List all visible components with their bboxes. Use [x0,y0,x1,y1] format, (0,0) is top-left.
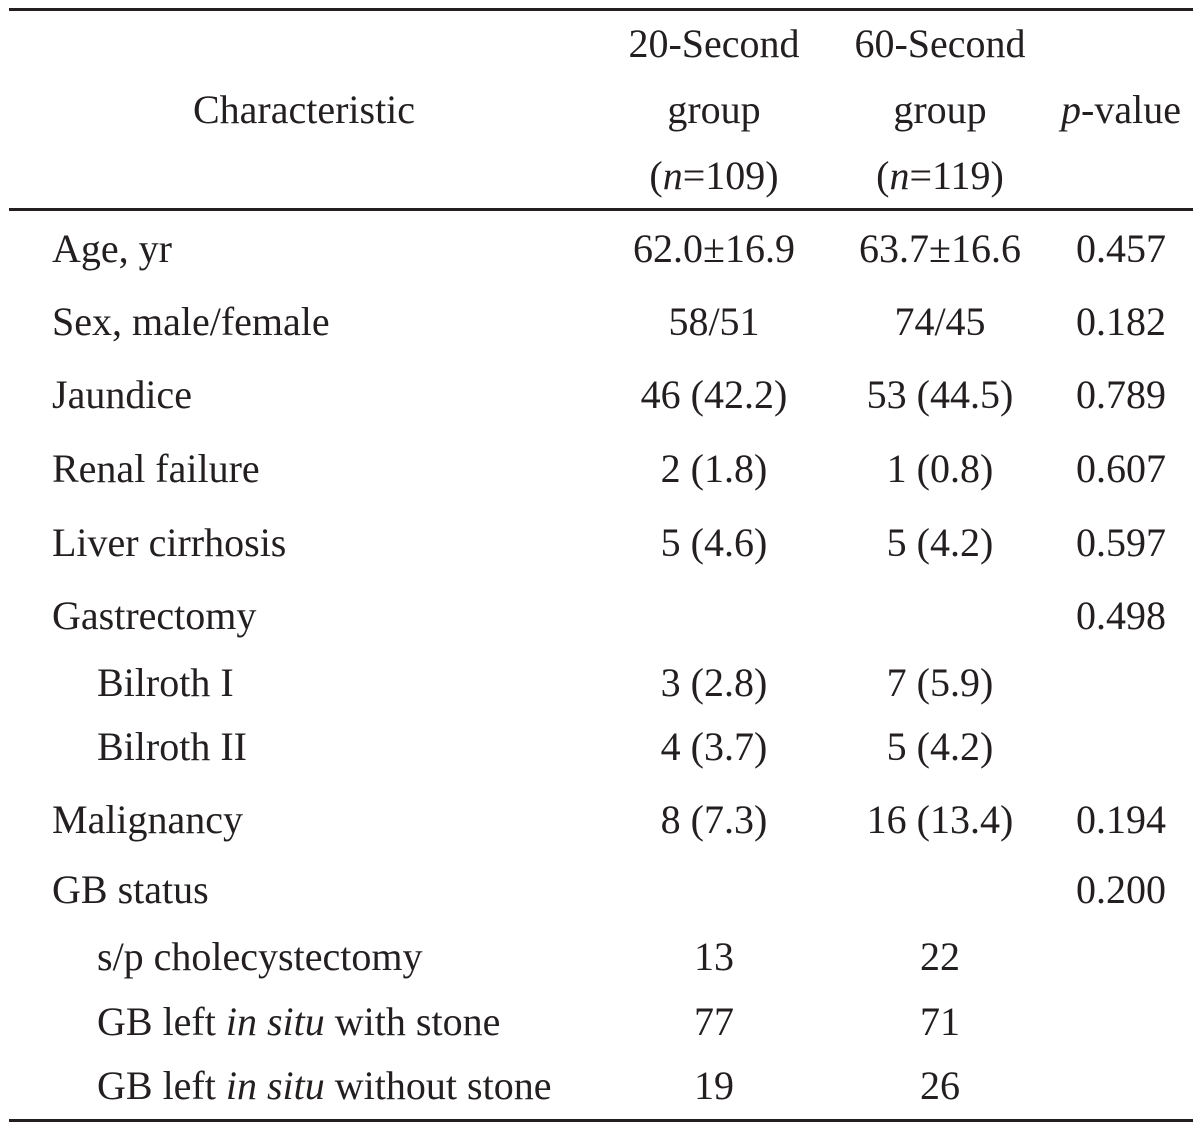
cell-p-value: 0.607 [1076,446,1166,491]
cell-60-second: 63.7±16.6 [859,226,1021,271]
header-p-value: p-value [1061,87,1181,132]
table-row: GB left in situ without stone 19 26 [0,1053,1200,1119]
row-label: Liver cirrhosis [52,520,287,565]
table-row: Bilroth II 4 (3.7) 5 (4.2) [0,714,1200,780]
cell-60-second: 53 (44.5) [866,372,1014,417]
header-20-second-n: (n=109) [649,153,779,198]
cell-20-second: 46 (42.2) [640,372,788,417]
cell-60-second: 5 (4.2) [886,724,994,769]
cell-60-second: 71 [920,999,960,1044]
table-row: Age, yr 62.0±16.9 63.7±16.6 0.457 [0,216,1200,282]
header-characteristic: Characteristic [192,87,416,132]
cell-20-second: 3 (2.8) [660,660,768,705]
table-row: Liver cirrhosis 5 (4.6) 5 (4.2) 0.597 [0,510,1200,576]
row-label: s/p cholecystectomy [97,934,423,979]
cell-p-value: 0.597 [1076,520,1166,565]
table-row: GB left in situ with stone 77 71 [0,989,1200,1055]
row-label: Gastrectomy [52,593,257,638]
cell-20-second: 13 [694,934,734,979]
cell-20-second: 8 (7.3) [660,797,768,842]
cell-p-value: 0.457 [1076,226,1166,271]
row-label: GB left in situ without stone [97,1063,552,1108]
row-label: GB left in situ with stone [97,999,501,1044]
cell-20-second: 5 (4.6) [660,520,768,565]
cell-p-value: 0.498 [1076,593,1166,638]
cell-20-second: 62.0±16.9 [633,226,795,271]
cell-20-second: 4 (3.7) [660,724,768,769]
cell-60-second: 1 (0.8) [886,446,994,491]
row-label: Renal failure [52,446,260,491]
row-label: GB status [52,867,209,912]
table-row: s/p cholecystectomy 13 22 [0,924,1200,990]
table-row: Jaundice 46 (42.2) 53 (44.5) 0.789 [0,362,1200,428]
cell-60-second: 26 [920,1063,960,1108]
header-60-second-n: (n=119) [876,153,1004,198]
row-label: Age, yr [52,226,172,271]
table-row: Renal failure 2 (1.8) 1 (0.8) 0.607 [0,436,1200,502]
row-label: Malignancy [52,797,244,842]
cell-20-second: 2 (1.8) [660,446,768,491]
row-label: Bilroth I [97,660,234,705]
header-60-second-group: 60-Second group (n=119) [838,11,1042,209]
table-row: Bilroth I 3 (2.8) 7 (5.9) [0,650,1200,716]
cell-20-second: 77 [694,999,734,1044]
cell-60-second: 22 [920,934,960,979]
row-label: Bilroth II [97,724,247,769]
cell-p-value: 0.789 [1076,372,1166,417]
cell-p-value: 0.194 [1076,797,1166,842]
cell-60-second: 5 (4.2) [886,520,994,565]
row-label: Jaundice [52,372,192,417]
table-row: Malignancy 8 (7.3) 16 (13.4) 0.194 [0,787,1200,853]
table-row: GB status 0.200 [0,857,1200,923]
table-top-rule [9,8,1193,11]
table-bottom-rule [9,1119,1193,1122]
table-row: Sex, male/female 58/51 74/45 0.182 [0,289,1200,355]
table-header-rule [9,208,1193,211]
header-20-second-group: 20-Second group (n=109) [612,11,816,209]
row-label: Sex, male/female [52,299,330,344]
cell-60-second: 7 (5.9) [886,660,994,705]
cell-60-second: 74/45 [894,299,986,344]
cell-p-value: 0.200 [1076,867,1166,912]
cell-60-second: 16 (13.4) [866,797,1014,842]
cell-20-second: 58/51 [668,299,760,344]
cell-p-value: 0.182 [1076,299,1166,344]
cell-20-second: 19 [694,1063,734,1108]
table-row: Gastrectomy 0.498 [0,583,1200,649]
